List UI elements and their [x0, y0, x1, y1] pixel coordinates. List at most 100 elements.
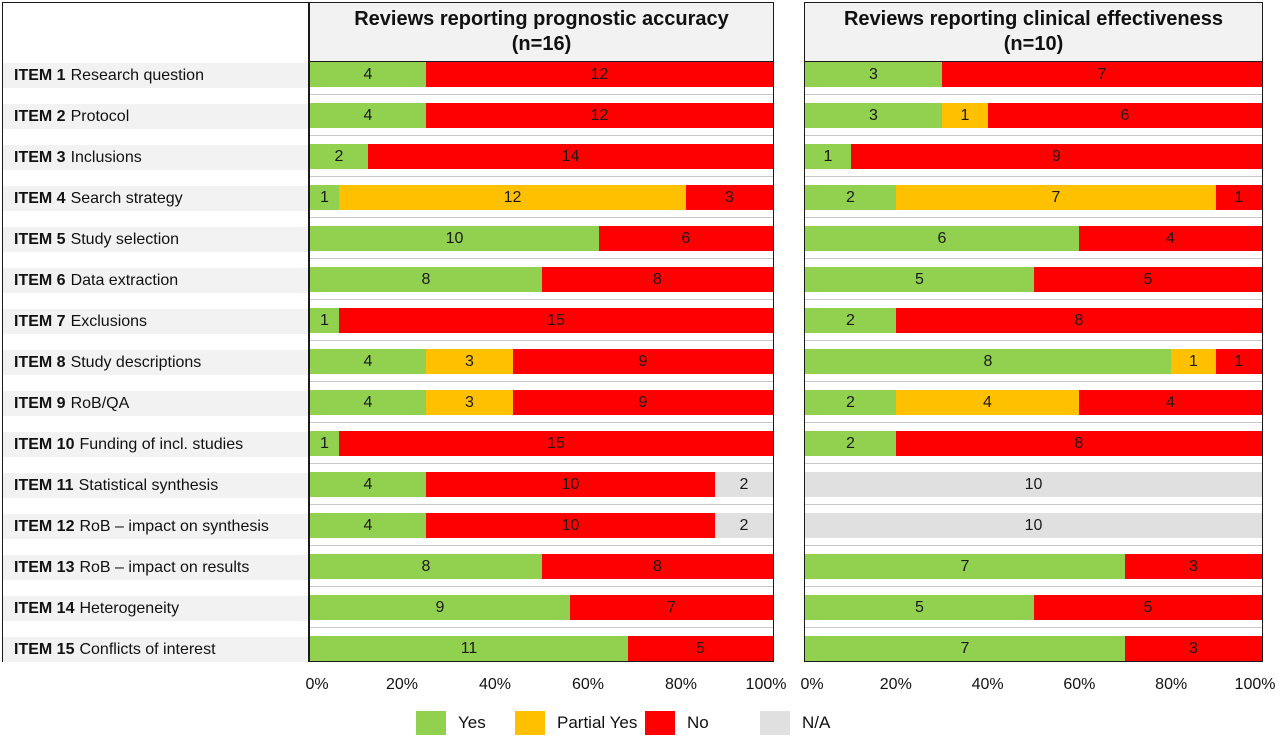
item-number: ITEM 5 [14, 230, 66, 248]
segment-value-label: 2 [846, 434, 855, 452]
row-separator [805, 135, 1262, 136]
segment-value-label: 7 [1097, 65, 1107, 83]
bar-segment-yes: 2 [805, 185, 896, 210]
panel-title: Reviews reporting prognostic accuracy [354, 8, 729, 30]
bar-segment-no: 4 [1079, 226, 1262, 251]
segment-value-label: 7 [960, 557, 970, 575]
item-text: Inclusions [70, 148, 142, 166]
bar-segment-yes: 3 [805, 62, 942, 87]
item-number: ITEM 13 [14, 558, 75, 576]
row-separator [805, 258, 1262, 259]
bar-segment-no: 12 [426, 103, 773, 128]
bar-segment-no: 7 [570, 595, 773, 620]
segment-value-label: 7 [667, 598, 676, 616]
segment-value-label: 7 [1051, 188, 1061, 206]
segment-value-label: 4 [363, 516, 373, 534]
row-separator [310, 94, 773, 95]
segment-value-label: 1 [1234, 352, 1244, 370]
row-separator [805, 545, 1262, 546]
segment-value-label: 10 [1024, 516, 1043, 534]
bar-segment-no: 5 [1034, 595, 1262, 620]
segment-value-label: 10 [1024, 475, 1043, 493]
item-label: ITEM 10 Funding of incl. studies [3, 432, 308, 457]
item-text: Protocol [70, 107, 130, 125]
bar-segment-partial-yes: 7 [896, 185, 1216, 210]
item-number: ITEM 11 [14, 476, 74, 494]
row-separator [805, 176, 1262, 177]
item-label: ITEM 9 RoB/QA [3, 391, 308, 416]
segment-value-label: 12 [590, 106, 609, 124]
x-tick-label: 20% [879, 676, 912, 693]
bar-segment-yes: 2 [310, 144, 368, 169]
segment-value-label: 2 [739, 516, 749, 534]
item-number: ITEM 2 [14, 107, 66, 125]
segment-value-label: 5 [1143, 270, 1153, 288]
segment-value-label: 11 [460, 639, 478, 657]
segment-value-label: 3 [465, 393, 474, 411]
legend-swatch [760, 711, 790, 735]
bar-segment-no: 5 [628, 636, 773, 661]
segment-value-label: 8 [421, 270, 431, 288]
legend-item: Partial Yes [515, 711, 637, 735]
bar-segment-no: 9 [851, 144, 1262, 169]
segment-value-label: 6 [937, 229, 947, 247]
segment-value-label: 7 [960, 639, 970, 657]
segment-value-label: 3 [1189, 557, 1198, 575]
segment-value-label: 14 [561, 147, 580, 165]
segment-value-label: 2 [846, 393, 855, 411]
bar-segment-no: 3 [1125, 554, 1262, 579]
item-label: ITEM 1 Research question [3, 63, 308, 88]
row-separator [310, 545, 773, 546]
row-separator [805, 299, 1262, 300]
segment-value-label: 2 [846, 188, 855, 206]
row-separator [310, 627, 773, 628]
item-text: Study selection [70, 230, 180, 248]
bar-segment-partial-yes: 1 [1171, 349, 1216, 374]
row-separator [310, 258, 773, 259]
item-number: ITEM 6 [14, 271, 66, 289]
segment-value-label: 5 [915, 270, 924, 288]
item-label: ITEM 2 Protocol [3, 104, 308, 129]
row-separator [805, 422, 1262, 423]
item-number: ITEM 12 [14, 517, 75, 535]
legend-swatch [416, 711, 446, 735]
bar-segment-yes: 5 [805, 267, 1034, 292]
legend-label: N/A [802, 713, 831, 732]
legend-label: No [687, 713, 709, 732]
item-number: ITEM 15 [14, 640, 75, 658]
plot-panel-prognostic: 4 12 4 12 2 14 1 12 3 10 6 8 8 1 15 4 3 9 4 3 9 1 15 4 10 2 4 10 2 8 8… [309, 62, 774, 662]
segment-value-label: 5 [915, 598, 924, 616]
bar-segment-no: 1 [1216, 349, 1262, 374]
item-label: ITEM 8 Study descriptions [3, 350, 308, 375]
item-text: Data extraction [70, 271, 179, 289]
bar-segment-partial-yes: 3 [426, 390, 513, 415]
segment-value-label: 10 [561, 475, 580, 493]
segment-value-label: 1 [1234, 188, 1244, 206]
segment-value-label: 1 [320, 311, 329, 329]
segment-value-label: 9 [435, 598, 445, 616]
row-separator [310, 586, 773, 587]
bar-segment-no: 9 [513, 390, 773, 415]
x-tick-label: 60% [1063, 676, 1096, 693]
segment-value-label: 4 [363, 475, 373, 493]
row-separator [310, 381, 773, 382]
legend-swatch [645, 711, 675, 735]
bar-segment-no: 3 [686, 185, 773, 210]
x-tick-label: 40% [478, 676, 512, 693]
segment-value-label: 9 [638, 352, 648, 370]
item-text: Research question [70, 66, 204, 84]
x-tick-label: 80% [664, 676, 698, 693]
bar-segment-yes: 3 [805, 103, 942, 128]
row-separator [805, 627, 1262, 628]
bar-segment-no: 7 [942, 62, 1262, 87]
bar-segment-no: 14 [368, 144, 773, 169]
row-separator [310, 340, 773, 341]
bar-segment-no: 9 [513, 349, 773, 374]
bar-segment-yes: 2 [805, 308, 896, 333]
segment-value-label: 4 [363, 65, 373, 83]
segment-value-label: 8 [1074, 311, 1084, 329]
item-number: ITEM 3 [14, 148, 66, 166]
bar-segment-no: 3 [1125, 636, 1262, 661]
item-text: RoB/QA [70, 394, 130, 412]
item-label: ITEM 13 RoB – impact on results [3, 555, 308, 580]
